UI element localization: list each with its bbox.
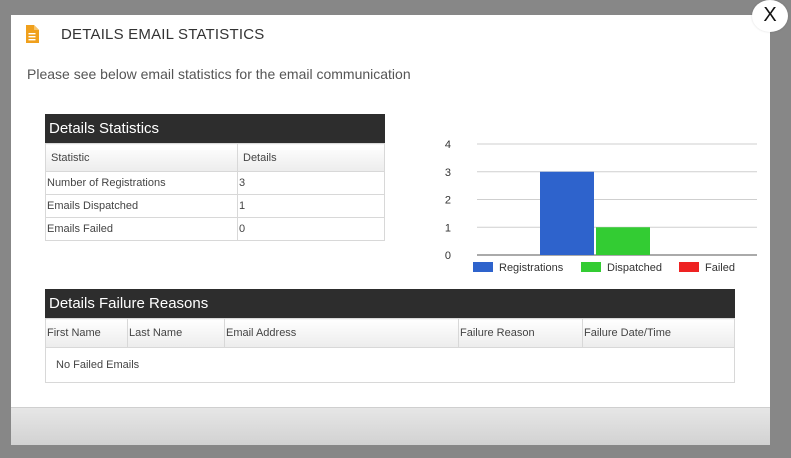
legend-label: Registrations: [499, 262, 564, 274]
legend-swatch: [473, 262, 493, 272]
column-header-failure-reason: Failure Reason: [458, 318, 583, 348]
table-row: Emails Dispatched 1: [45, 194, 385, 218]
y-tick-label: 0: [445, 250, 451, 262]
column-header-email-address: Email Address: [224, 318, 459, 348]
modal-header: DETAILS EMAIL STATISTICS: [25, 25, 264, 43]
table-row: No Failed Emails: [45, 347, 735, 383]
modal-title: DETAILS EMAIL STATISTICS: [61, 25, 265, 43]
email-statistics-chart: 0 1 2 3 4 Registrations Dispatched Failed: [429, 135, 759, 275]
statistics-table: Statistic Details Number of Registration…: [45, 143, 385, 241]
bar-registrations: [540, 171, 594, 255]
statistic-label: Emails Failed: [45, 217, 238, 241]
y-tick-label: 2: [445, 195, 451, 207]
statistic-value: 1: [237, 194, 385, 218]
failure-reasons-table: First Name Last Name Email Address Failu…: [45, 318, 735, 383]
y-tick-label: 1: [445, 222, 451, 234]
document-icon: [26, 25, 39, 43]
statistic-value: 0: [237, 217, 385, 241]
column-header-details: Details: [237, 143, 385, 172]
table-header-row: Statistic Details: [45, 143, 385, 172]
y-tick-label: 4: [445, 139, 451, 151]
legend-swatch: [581, 262, 601, 272]
legend-swatch: [679, 262, 699, 272]
column-header-first-name: First Name: [45, 318, 128, 348]
table-header-row: First Name Last Name Email Address Failu…: [45, 318, 735, 348]
details-failure-reasons-panel: Details Failure Reasons First Name Last …: [45, 289, 735, 383]
bar-dispatched: [596, 227, 650, 255]
legend-label: Failed: [705, 262, 735, 274]
table-row: Emails Failed 0: [45, 217, 385, 241]
statistic-label: Emails Dispatched: [45, 194, 238, 218]
statistic-value: 3: [237, 171, 385, 195]
column-header-statistic: Statistic: [45, 143, 238, 172]
details-failure-reasons-title: Details Failure Reasons: [45, 289, 735, 318]
details-statistics-title: Details Statistics: [45, 114, 385, 143]
details-statistics-panel: Details Statistics Statistic Details Num…: [45, 114, 385, 241]
modal-subtitle: Please see below email statistics for th…: [27, 66, 411, 82]
close-button[interactable]: X: [752, 0, 788, 32]
table-row: Number of Registrations 3: [45, 171, 385, 195]
bar-chart-svg: 0 1 2 3 4 Registrations Dispatched Failed: [445, 139, 757, 274]
column-header-failure-date-time: Failure Date/Time: [582, 318, 735, 348]
statistic-label: Number of Registrations: [45, 171, 238, 195]
modal-footer: [11, 407, 770, 445]
y-tick-label: 3: [445, 167, 451, 179]
column-header-last-name: Last Name: [127, 318, 225, 348]
email-statistics-modal: DETAILS EMAIL STATISTICS Please see belo…: [11, 15, 770, 445]
empty-message: No Failed Emails: [45, 347, 735, 383]
legend-label: Dispatched: [607, 262, 662, 274]
